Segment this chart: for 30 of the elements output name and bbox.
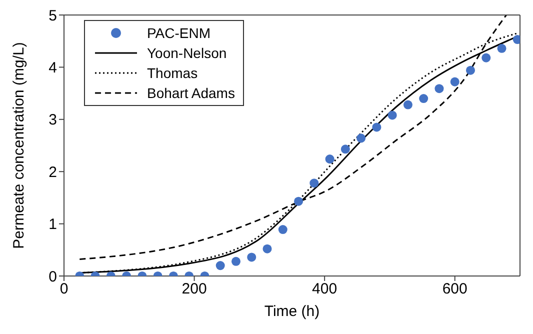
y-tick-label: 4	[48, 60, 57, 77]
legend-label: PAC-ENM	[147, 25, 211, 41]
y-tick-label: 5	[48, 7, 57, 24]
point	[372, 122, 382, 132]
y-tick-label: 2	[48, 164, 57, 181]
point	[482, 53, 491, 62]
x-tick-label: 0	[60, 280, 68, 298]
point	[450, 77, 460, 86]
x-tick-label: 400	[312, 280, 338, 298]
y-axis-title: Permeate concentration (mg/L)	[10, 42, 28, 249]
y-tick-label: 0	[48, 268, 57, 286]
y-tick-label: 3	[48, 112, 57, 129]
x-tick-label: 600	[442, 280, 468, 298]
point	[466, 66, 476, 75]
x-tick-label: 200	[182, 280, 207, 298]
legend-label: Thomas	[147, 65, 198, 81]
x-axis-title: Time (h)	[264, 303, 320, 320]
point	[388, 110, 397, 120]
point	[497, 44, 506, 53]
legend-label: Yoon-Nelson	[147, 45, 227, 61]
point	[434, 84, 444, 94]
point	[419, 94, 428, 104]
point	[310, 178, 319, 188]
point	[325, 154, 334, 164]
legend-label: Bohart Adams	[147, 85, 235, 101]
y-tick-label: 1	[48, 216, 57, 234]
point	[294, 196, 304, 206]
point	[356, 134, 366, 143]
point	[340, 144, 350, 154]
point	[403, 100, 412, 110]
